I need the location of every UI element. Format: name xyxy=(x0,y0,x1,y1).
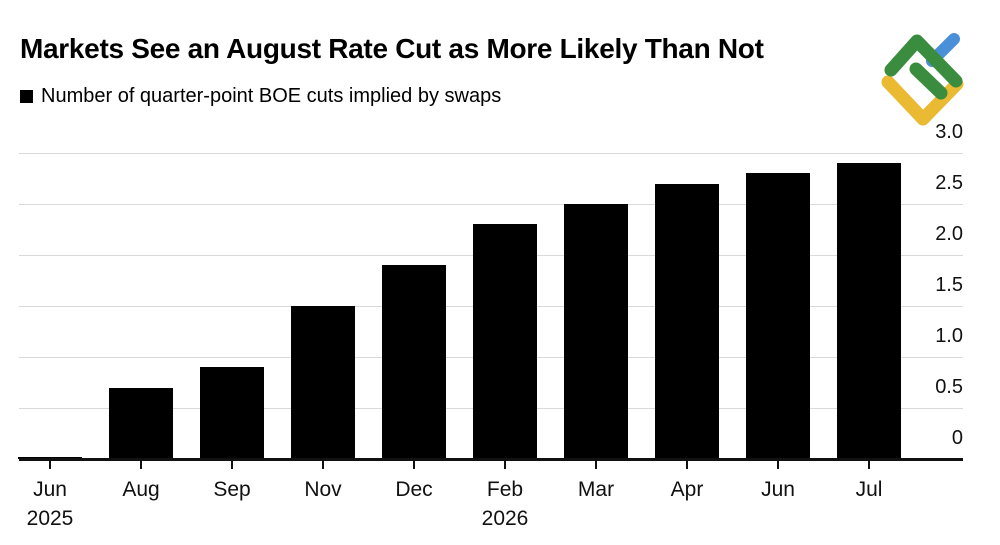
y-axis-label: 1.5 xyxy=(935,274,963,296)
x-axis-label: Jul xyxy=(855,478,883,501)
x-axis-tick xyxy=(140,461,142,469)
x-axis-tick xyxy=(686,461,688,469)
bar xyxy=(18,456,82,459)
bar xyxy=(200,367,264,459)
y-axis-label: 0 xyxy=(951,427,963,449)
x-axis-tick xyxy=(231,461,233,469)
litefinance-logo-icon xyxy=(881,33,964,126)
y-axis-label: 2.0 xyxy=(935,223,963,245)
x-axis-label: Jun xyxy=(761,478,795,501)
y-axis-label: 1.0 xyxy=(935,325,963,347)
bar xyxy=(564,204,628,459)
x-axis-year-label: 2025 xyxy=(26,507,74,530)
chart-legend: Number of quarter-point BOE cuts implied… xyxy=(20,85,501,108)
bar xyxy=(746,173,810,459)
legend-label: Number of quarter-point BOE cuts implied… xyxy=(41,85,502,107)
x-axis-tick xyxy=(595,461,597,469)
gridline xyxy=(19,153,963,154)
x-axis-label: Dec xyxy=(395,478,433,501)
bar xyxy=(473,224,537,459)
y-axis-label: 2.5 xyxy=(935,172,963,194)
x-axis-tick xyxy=(322,461,324,469)
x-axis-line xyxy=(19,458,963,461)
x-axis-label: Jun xyxy=(33,478,67,501)
x-axis-tick xyxy=(868,461,870,469)
x-axis-tick xyxy=(49,461,51,469)
y-axis-label: 3.0 xyxy=(935,121,963,143)
bar xyxy=(382,265,446,459)
chart-title: Markets See an August Rate Cut as More L… xyxy=(20,33,764,64)
x-axis-tick xyxy=(504,461,506,469)
bar xyxy=(291,306,355,459)
x-axis-label: Aug xyxy=(122,478,160,501)
x-axis-tick xyxy=(777,461,779,469)
x-axis-label: Apr xyxy=(670,478,704,501)
x-axis-label: Sep xyxy=(213,478,251,501)
bar xyxy=(109,387,173,459)
x-axis-label: Nov xyxy=(304,478,342,501)
legend-swatch-icon xyxy=(20,90,33,103)
gridline xyxy=(19,204,963,205)
logo-green-inner-stroke xyxy=(909,62,948,100)
x-axis-label: Mar xyxy=(577,478,615,501)
x-axis-tick xyxy=(413,461,415,469)
y-axis-label: 0.5 xyxy=(935,376,963,398)
bar xyxy=(837,163,901,459)
bar xyxy=(655,183,719,459)
x-axis-label: Feb xyxy=(486,478,524,501)
logo-green-chevron xyxy=(884,34,963,88)
x-axis-year-label: 2026 xyxy=(481,507,529,530)
